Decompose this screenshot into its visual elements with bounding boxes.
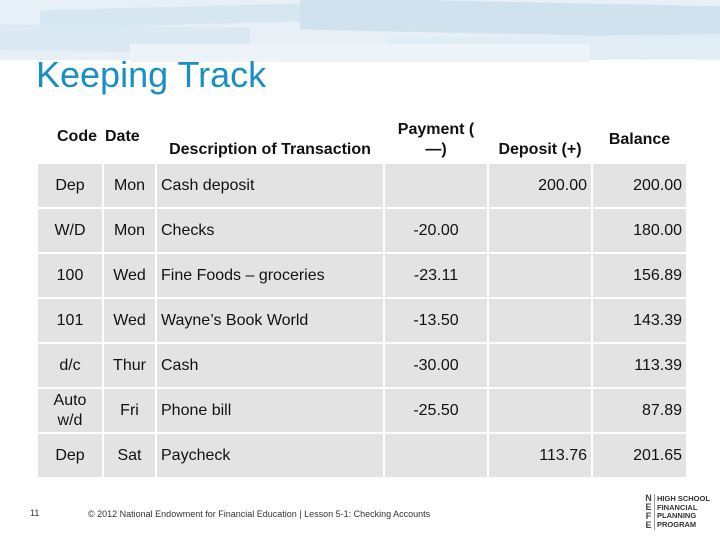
nefe-logo: N E F E HIGH SCHOOL FINANCIAL PLANNING P… [644, 492, 714, 532]
logo-mark-letter: E [645, 520, 652, 530]
cell-date: Wed [102, 252, 157, 299]
cell-deposit [487, 342, 593, 389]
cell-code: Dep [36, 432, 104, 479]
cell-code: Auto w/d [36, 387, 104, 434]
cell-deposit [487, 207, 593, 254]
logo-line: PROGRAM [657, 519, 697, 529]
logo-text: HIGH SCHOOL FINANCIAL PLANNING PROGRAM [657, 494, 717, 529]
table-row: d/c Thur Cash -30.00 113.39 [36, 342, 688, 389]
cell-payment [383, 162, 489, 209]
cell-description: Fine Foods – groceries [155, 252, 385, 299]
table-row: Dep Sat Paycheck 113.76 201.65 [36, 432, 688, 479]
cell-balance: 180.00 [591, 207, 688, 254]
header-description: Description of Transaction [156, 112, 384, 163]
logo-line: HIGH SCHOOL [657, 494, 710, 503]
table-row: 101 Wed Wayne’s Book World -13.50 143.39 [36, 297, 688, 344]
cell-date: Wed [102, 297, 157, 344]
cell-date: Thur [102, 342, 157, 389]
table-row: W/D Mon Checks -20.00 180.00 [36, 207, 688, 254]
header-payment: Payment ( —) [384, 112, 488, 163]
cell-description: Checks [155, 207, 385, 254]
cell-date: Mon [102, 162, 157, 209]
footer-copyright: © 2012 National Endowment for Financial … [88, 509, 431, 519]
slide-title: Keeping Track [36, 54, 267, 95]
cell-code: W/D [36, 207, 104, 254]
cell-balance: 113.39 [591, 342, 688, 389]
check-register-table: Code Date Description of Transaction Pay… [36, 112, 688, 479]
logo-mark-letter: F [645, 511, 652, 521]
cell-date: Fri [102, 387, 157, 434]
cell-code: 100 [36, 252, 104, 299]
cell-code: 101 [36, 297, 104, 344]
cell-date: Mon [102, 207, 157, 254]
tape-strip [130, 44, 590, 62]
table-row: Dep Mon Cash deposit 200.00 200.00 [36, 162, 688, 209]
table-row: 100 Wed Fine Foods – groceries -23.11 15… [36, 252, 688, 299]
logo-mark: N E F E [644, 494, 653, 530]
cell-description: Phone bill [155, 387, 385, 434]
logo-line: FINANCIAL [657, 502, 698, 512]
cell-code: d/c [36, 342, 104, 389]
cell-balance: 200.00 [591, 162, 688, 209]
cell-payment: -13.50 [383, 297, 489, 344]
cell-date: Sat [102, 432, 157, 479]
cell-payment: -25.50 [383, 387, 489, 434]
cell-payment [383, 432, 489, 479]
cell-code: Dep [36, 162, 104, 209]
header-code: Code [37, 112, 103, 163]
cell-deposit [487, 252, 593, 299]
cell-deposit [487, 297, 593, 344]
header-deposit: Deposit (+) [488, 112, 592, 163]
header-balance: Balance [592, 112, 687, 163]
cell-balance: 156.89 [591, 252, 688, 299]
header-date: Date [103, 112, 156, 163]
logo-divider [654, 494, 655, 530]
cell-deposit [487, 387, 593, 434]
logo-line: PLANNING [657, 511, 697, 520]
cell-payment: -20.00 [383, 207, 489, 254]
cell-balance: 143.39 [591, 297, 688, 344]
cell-deposit: 200.00 [487, 162, 593, 209]
slide-number: 11 [30, 508, 40, 518]
cell-payment: -30.00 [383, 342, 489, 389]
cell-deposit: 113.76 [487, 432, 593, 479]
table-header-row: Code Date Description of Transaction Pay… [37, 112, 687, 163]
cell-payment: -23.11 [383, 252, 489, 299]
table-row: Auto w/d Fri Phone bill -25.50 87.89 [36, 387, 688, 434]
cell-balance: 201.65 [591, 432, 688, 479]
cell-description: Cash [155, 342, 385, 389]
cell-description: Cash deposit [155, 162, 385, 209]
logo-mark-letter: N [645, 493, 652, 503]
logo-mark-letter: E [645, 502, 652, 512]
cell-description: Paycheck [155, 432, 385, 479]
cell-description: Wayne’s Book World [155, 297, 385, 344]
cell-balance: 87.89 [591, 387, 688, 434]
